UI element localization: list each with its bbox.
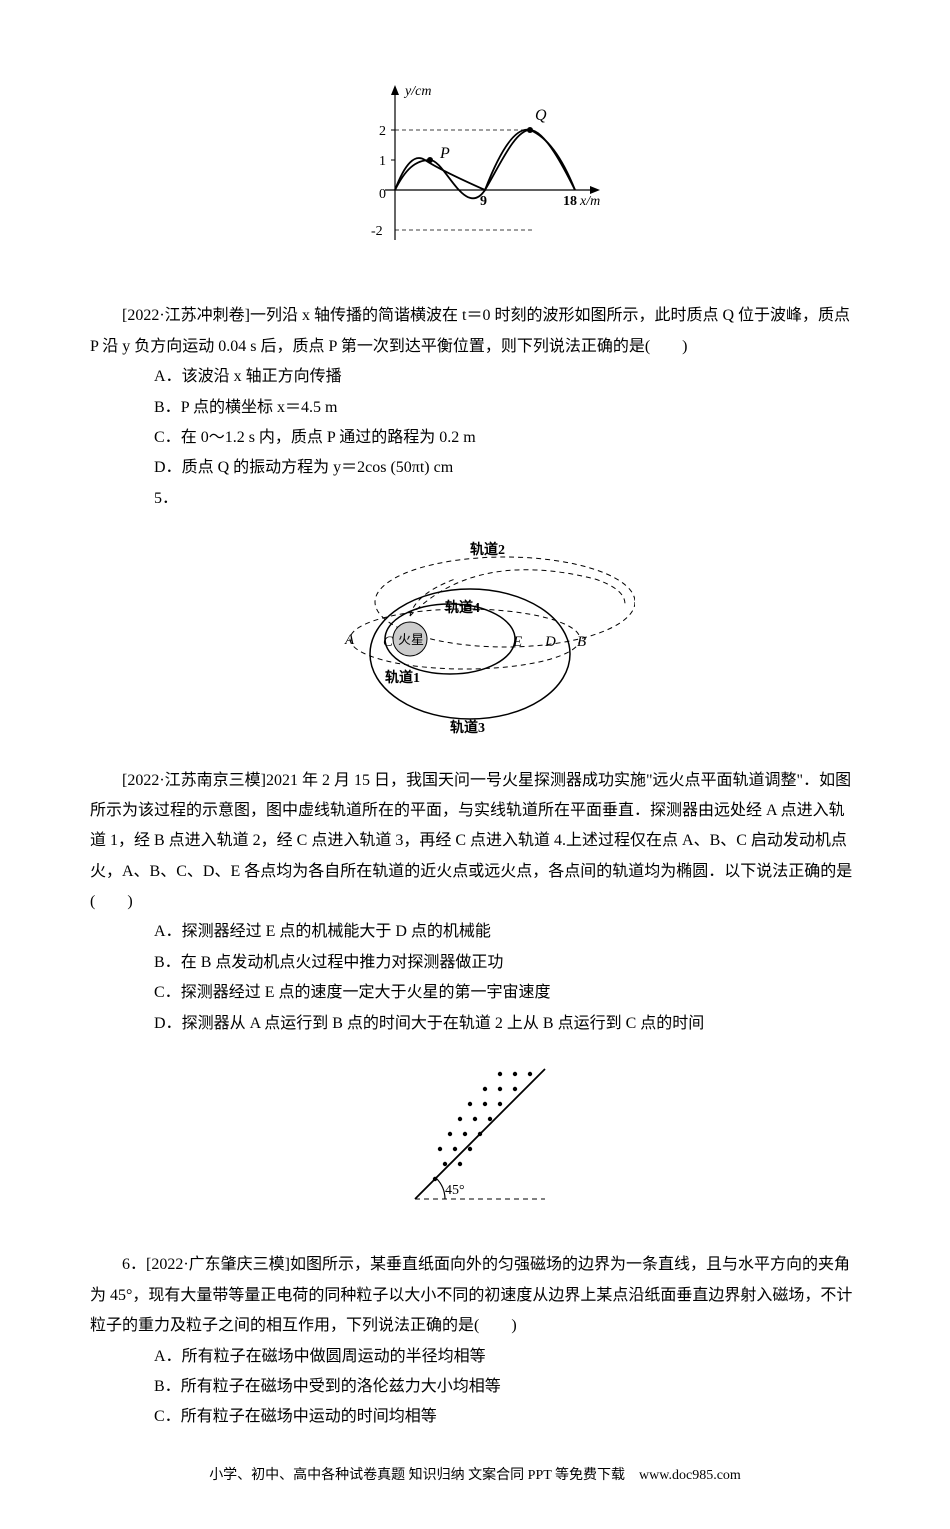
q6-option-c: C．所有粒子在磁场中运动的时间均相等 (90, 1402, 860, 1432)
svg-text:火星: 火星 (398, 632, 424, 647)
q4-option-d: D．质点 Q 的振动方程为 y＝2cos (50πt) cm (90, 453, 860, 483)
page-footer: 小学、初中、高中各种试卷真题 知识归纳 文案合同 PPT 等免费下载 www.d… (90, 1463, 860, 1490)
orbit-diagram: 火星 A C E D B 轨道2 轨道4 轨道1 轨道3 (315, 524, 635, 734)
q5-option-b: B．在 B 点发动机点火过程中推力对探测器做正功 (90, 948, 860, 978)
q6-stem: 6．[2022·广东肇庆三模]如图所示，某垂直纸面向外的匀强磁场的边界为一条直线… (90, 1250, 860, 1341)
svg-text:1: 1 (379, 154, 386, 169)
q6-number: 6． (122, 1256, 146, 1273)
svg-text:45°: 45° (445, 1183, 465, 1198)
q4-stem: [2022·江苏冲刺卷]一列沿 x 轴传播的简谐横波在 t＝0 时刻的波形如图所… (90, 301, 860, 362)
q5-figure: 火星 A C E D B 轨道2 轨道4 轨道1 轨道3 (90, 524, 860, 745)
q5-option-d: D．探测器从 A 点运行到 B 点的时间大于在轨道 2 上从 B 点运行到 C … (90, 1009, 860, 1039)
svg-text:Q: Q (535, 107, 547, 124)
svg-text:A: A (344, 632, 355, 648)
q6-option-b: B．所有粒子在磁场中受到的洛伦兹力大小均相等 (90, 1372, 860, 1402)
q6-source: [2022·广东肇庆三模] (146, 1256, 290, 1273)
svg-text:轨道4: 轨道4 (445, 599, 480, 616)
q4-option-c: C．在 0～1.2 s 内，质点 P 通过的路程为 0.2 m (90, 423, 860, 453)
svg-text:y/cm: y/cm (403, 84, 431, 99)
svg-text:D: D (544, 634, 556, 650)
svg-text:P: P (439, 145, 450, 162)
q5-stem: [2022·江苏南京三模]2021 年 2 月 15 日，我国天问一号火星探测器… (90, 766, 860, 918)
q5-intro: 2021 年 2 月 15 日，我国天问一号火星探测器成功实施"远火点平面轨道调… (90, 772, 852, 911)
svg-text:轨道3: 轨道3 (450, 719, 485, 734)
q4-figure: P Q y/cm x/m 2 1 0 -2 9 18 (90, 70, 860, 281)
q4-source: [2022·江苏冲刺卷] (122, 307, 250, 324)
q6-option-a: A．所有粒子在磁场中做圆周运动的半径均相等 (90, 1342, 860, 1372)
q6-figure: 45° (90, 1049, 860, 1230)
svg-text:-2: -2 (371, 224, 383, 239)
svg-text:18: 18 (563, 194, 577, 209)
svg-text:E: E (512, 634, 522, 650)
svg-text:x/m: x/m (579, 194, 600, 209)
q5-number: 5． (90, 484, 860, 514)
q5-source: [2022·江苏南京三模] (122, 772, 266, 789)
q5-option-a: A．探测器经过 E 点的机械能大于 D 点的机械能 (90, 917, 860, 947)
svg-text:B: B (577, 634, 586, 650)
wave-graph: P Q y/cm x/m 2 1 0 -2 9 18 (335, 70, 615, 270)
q4-option-b: B．P 点的横坐标 x＝4.5 m (90, 393, 860, 423)
magnetic-field-diagram: 45° (375, 1049, 575, 1219)
svg-text:轨道2: 轨道2 (470, 541, 505, 558)
svg-text:0: 0 (379, 187, 386, 202)
svg-text:轨道1: 轨道1 (385, 669, 420, 686)
svg-text:9: 9 (480, 194, 487, 209)
svg-text:2: 2 (379, 124, 386, 139)
svg-text:C: C (383, 634, 394, 650)
q5-option-c: C．探测器经过 E 点的速度一定大于火星的第一宇宙速度 (90, 978, 860, 1008)
q4-option-a: A．该波沿 x 轴正方向传播 (90, 362, 860, 392)
